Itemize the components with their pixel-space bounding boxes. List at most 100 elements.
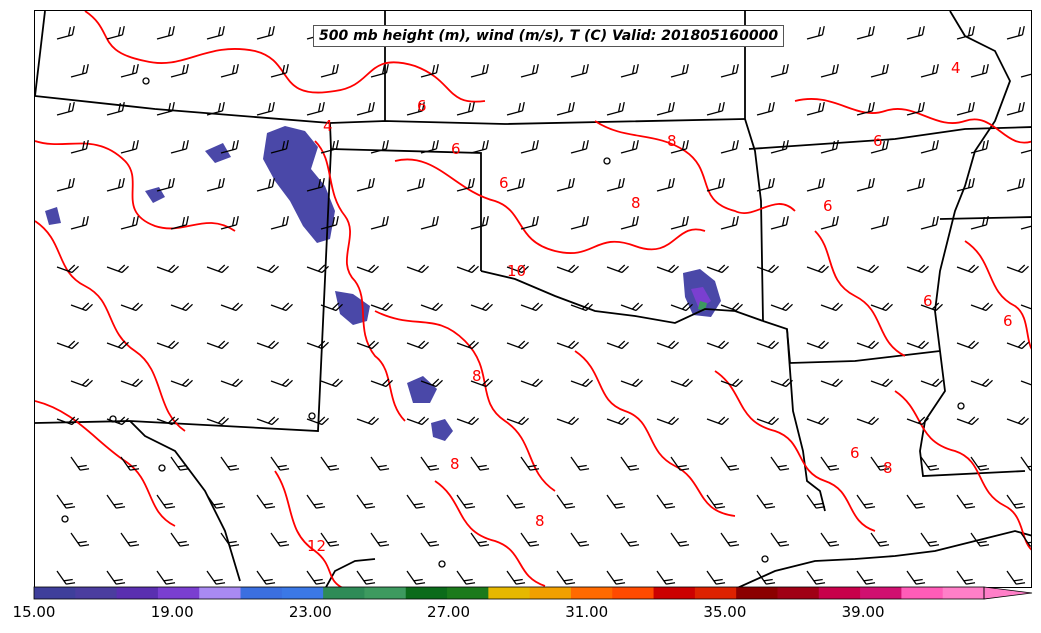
state-boundary xyxy=(939,216,1031,220)
wind-barb xyxy=(270,215,289,230)
wind-barb xyxy=(906,177,925,192)
wind-barb xyxy=(56,340,79,350)
wind-barb xyxy=(370,456,390,471)
wind-barb xyxy=(120,63,139,78)
wind-barb xyxy=(206,340,229,350)
wind-barb xyxy=(370,139,389,154)
wind-barb xyxy=(820,139,839,154)
wind-barb xyxy=(806,570,826,585)
wind-barb xyxy=(406,177,425,192)
wind-barb xyxy=(506,416,529,426)
temperature-contours xyxy=(35,11,1031,587)
wind-barb xyxy=(120,532,140,547)
wind-barb xyxy=(506,264,529,274)
wind-barb xyxy=(456,570,476,585)
contour-line xyxy=(35,220,186,432)
wind-barb xyxy=(556,264,579,274)
state-boundary xyxy=(480,270,764,324)
contour-line xyxy=(35,400,176,527)
wind-barb xyxy=(356,570,376,585)
wind-barb xyxy=(220,302,243,312)
wind-barb xyxy=(456,416,479,426)
wind-barb xyxy=(220,456,240,471)
contour-label: 10 xyxy=(507,262,526,280)
contour-label: 6 xyxy=(1003,312,1013,330)
wind-barb xyxy=(856,264,879,274)
wind-barb xyxy=(456,264,479,274)
wind-barb xyxy=(1006,416,1029,426)
wind-barb xyxy=(870,532,890,547)
wind-barb xyxy=(70,63,89,78)
wind-barb xyxy=(56,101,75,116)
wind-barb xyxy=(620,532,640,547)
state-boundary xyxy=(129,420,241,582)
wind-barb xyxy=(656,340,679,350)
wind-barb xyxy=(1020,63,1031,78)
wind-barb xyxy=(756,101,775,116)
colorbar-segment xyxy=(323,587,365,599)
wind-barb xyxy=(606,264,629,274)
wind-barb xyxy=(470,215,489,230)
contour-label: 8 xyxy=(450,455,460,473)
wind-barb xyxy=(706,570,726,585)
wind-barb xyxy=(1020,215,1031,230)
colorbar-segment xyxy=(75,587,118,599)
wind-barb xyxy=(256,570,276,585)
state-boundary xyxy=(35,11,46,97)
wind-barb xyxy=(320,139,339,154)
wind-barb xyxy=(56,264,79,274)
wind-barb xyxy=(506,340,529,350)
colorbar-tick-label: 35.00 xyxy=(703,603,747,621)
calm-wind-marker xyxy=(761,555,769,563)
wind-barb xyxy=(656,264,679,274)
wind-barb xyxy=(70,532,90,547)
wind-barb xyxy=(70,139,89,154)
colorbar-segment xyxy=(34,587,76,599)
calm-wind-marker xyxy=(109,415,117,423)
wind-barb xyxy=(220,532,240,547)
wind-barb xyxy=(120,215,139,230)
wind-barb xyxy=(220,63,239,78)
colorbar-tick-label: 31.00 xyxy=(565,603,609,621)
wind-barb xyxy=(706,494,726,509)
wind-barb xyxy=(770,215,789,230)
calm-wind-marker xyxy=(438,560,446,568)
wind-barb xyxy=(806,340,829,350)
wind-barb xyxy=(906,264,929,274)
wind-barb xyxy=(556,101,575,116)
wind-barb xyxy=(670,63,689,78)
wind-barb xyxy=(1006,570,1026,585)
colorbar-segment xyxy=(653,587,696,599)
wind-barb xyxy=(720,456,740,471)
wind-barb xyxy=(970,302,993,312)
contour-line xyxy=(964,240,1031,350)
contour-line xyxy=(374,310,556,492)
wind-barb xyxy=(306,570,326,585)
wind-barb xyxy=(620,215,639,230)
wind-barb xyxy=(556,570,576,585)
wind-barb xyxy=(1006,340,1029,350)
wind-barb xyxy=(420,215,439,230)
wind-barb xyxy=(170,532,190,547)
colorbar-segment xyxy=(529,587,572,599)
wind-barb xyxy=(320,456,340,471)
colorbar-segment xyxy=(777,587,820,599)
wind-barb xyxy=(656,416,679,426)
wind-barb xyxy=(470,532,490,547)
wind-barb xyxy=(320,302,343,312)
contour-label: 8 xyxy=(631,194,641,212)
colorbar-segment xyxy=(736,587,778,599)
colorbar-segment xyxy=(405,587,448,599)
state-boundary xyxy=(329,122,482,271)
wind-barb xyxy=(470,302,493,312)
wind-barb xyxy=(920,532,940,547)
colorbar-segment xyxy=(942,587,985,599)
contour-line xyxy=(594,120,796,214)
station-markers xyxy=(61,77,965,568)
wind-barb xyxy=(470,378,493,388)
wind-barb xyxy=(220,215,239,230)
wind-barb xyxy=(820,532,840,547)
wind-barb xyxy=(456,177,475,192)
wind-barb xyxy=(470,63,489,78)
colorbar-segment xyxy=(570,587,613,599)
